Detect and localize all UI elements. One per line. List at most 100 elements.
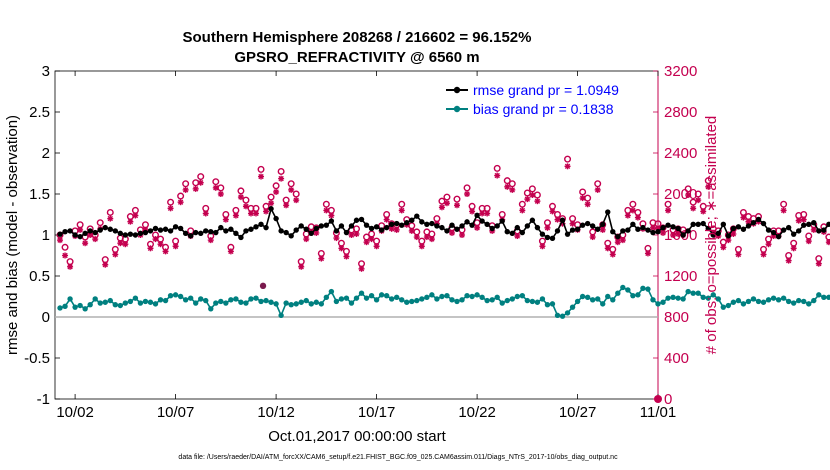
rmse-point: [765, 227, 772, 233]
bias-point: [434, 296, 440, 302]
data-file-footnote: data file: /Users/raeder/DAI/ATM_forcXX/…: [178, 454, 618, 461]
obs-assimilated-point: [87, 232, 94, 238]
bias-point: [796, 297, 802, 304]
rmse-point: [524, 223, 531, 229]
obs-assimilated-point: [579, 195, 586, 202]
bias-point: [529, 298, 536, 305]
y-axis-right-label: # of obs: o=possible; ∗=assimilated: [703, 116, 720, 355]
bias-point: [625, 287, 631, 293]
obs-assimilated-point: [660, 229, 667, 236]
rmse-point: [328, 218, 335, 224]
rmse-point: [353, 217, 360, 223]
rmse-point: [203, 228, 209, 234]
rmse-point: [338, 223, 345, 229]
obs-possible-point: [322, 200, 330, 208]
obs-possible-point: [287, 180, 295, 188]
legend-rmse-label: rmse grand pr = 1.0949: [473, 82, 619, 98]
obs-assimilated-point: [765, 241, 772, 248]
rmse-point: [142, 229, 149, 236]
bias-point: [524, 297, 531, 304]
obs-assimilated-point: [730, 230, 737, 237]
rmse-point: [193, 229, 199, 236]
rmse-point: [388, 221, 395, 228]
bias-point: [559, 313, 566, 319]
bias-point: [92, 296, 98, 302]
rmse-point: [735, 224, 742, 230]
bias-point: [198, 296, 204, 302]
bias-point: [685, 288, 691, 295]
bias-point: [650, 297, 656, 303]
rmse-point: [409, 217, 415, 223]
obs-possible-point: [719, 238, 727, 246]
rmse-point: [67, 228, 73, 234]
obs-assimilated-point: [258, 173, 265, 180]
bias-point: [298, 299, 304, 305]
bias-point: [680, 296, 686, 302]
bias-point: [132, 295, 139, 301]
bias-point: [152, 301, 159, 307]
bias-point: [595, 296, 601, 302]
bias-point: [615, 290, 621, 296]
x-tick-label: 10/12: [257, 404, 295, 421]
rmse-point: [519, 229, 526, 236]
rmse-point: [77, 233, 83, 240]
bias-point: [62, 303, 68, 310]
obs-assimilated-point: [167, 205, 174, 212]
bias-point: [539, 296, 546, 302]
rmse-point: [750, 220, 757, 226]
rmse-point: [383, 224, 390, 231]
rmse-point: [419, 219, 425, 225]
rmse-point: [248, 226, 254, 232]
rmse-point: [720, 221, 727, 228]
obs-possible-point: [503, 177, 511, 185]
rmse-point: [680, 232, 686, 238]
rmse-point: [544, 234, 551, 241]
bias-point: [429, 292, 435, 298]
obs-assimilated-point: [644, 250, 651, 257]
rmse-point: [92, 229, 98, 236]
obs-assimilated-point: [57, 237, 64, 244]
obs-assimilated-point: [549, 208, 556, 215]
rmse-point: [87, 228, 93, 234]
rmse-point: [514, 224, 520, 231]
bias-point: [484, 297, 490, 304]
rmse-point: [368, 225, 375, 232]
bias-point: [117, 302, 124, 309]
rmse-point: [710, 232, 716, 238]
obs-assimilated-point: [815, 260, 822, 267]
obs-possible-point: [106, 208, 114, 216]
obs-assimilated-point: [469, 208, 476, 215]
rmse-point: [645, 227, 651, 233]
obs-possible-point: [790, 239, 798, 247]
obs-possible-point: [443, 193, 451, 201]
obs-assimilated-point: [263, 208, 270, 215]
obs-possible-point: [463, 184, 471, 192]
bias-point: [358, 290, 365, 296]
obs-assimilated-point: [800, 216, 807, 223]
obs-assimilated-point: [514, 233, 521, 240]
rmse-point: [308, 230, 314, 237]
bias-point: [424, 294, 430, 301]
bias-point: [665, 295, 671, 301]
rmse-point: [630, 221, 636, 228]
rmse-point: [755, 216, 762, 223]
bias-point: [755, 298, 762, 305]
bias-point: [459, 297, 465, 303]
rmse-point: [449, 222, 455, 228]
rmse-point: [444, 228, 450, 234]
obs-assimilated-point: [464, 191, 471, 197]
obs-assimilated-point: [418, 243, 425, 250]
rmse-point: [122, 232, 129, 238]
rmse-point: [690, 221, 696, 228]
bias-point: [273, 301, 279, 307]
rmse-point: [589, 223, 596, 229]
rmse-point: [348, 223, 355, 229]
rmse-point: [790, 231, 797, 237]
obs-possible-point: [579, 188, 587, 196]
bias-point: [735, 297, 742, 304]
obs-possible-point: [815, 255, 823, 263]
obs-possible-point: [212, 178, 220, 186]
rmse-point: [816, 228, 822, 234]
rmse-point: [57, 231, 63, 237]
rmse-point: [399, 222, 405, 228]
